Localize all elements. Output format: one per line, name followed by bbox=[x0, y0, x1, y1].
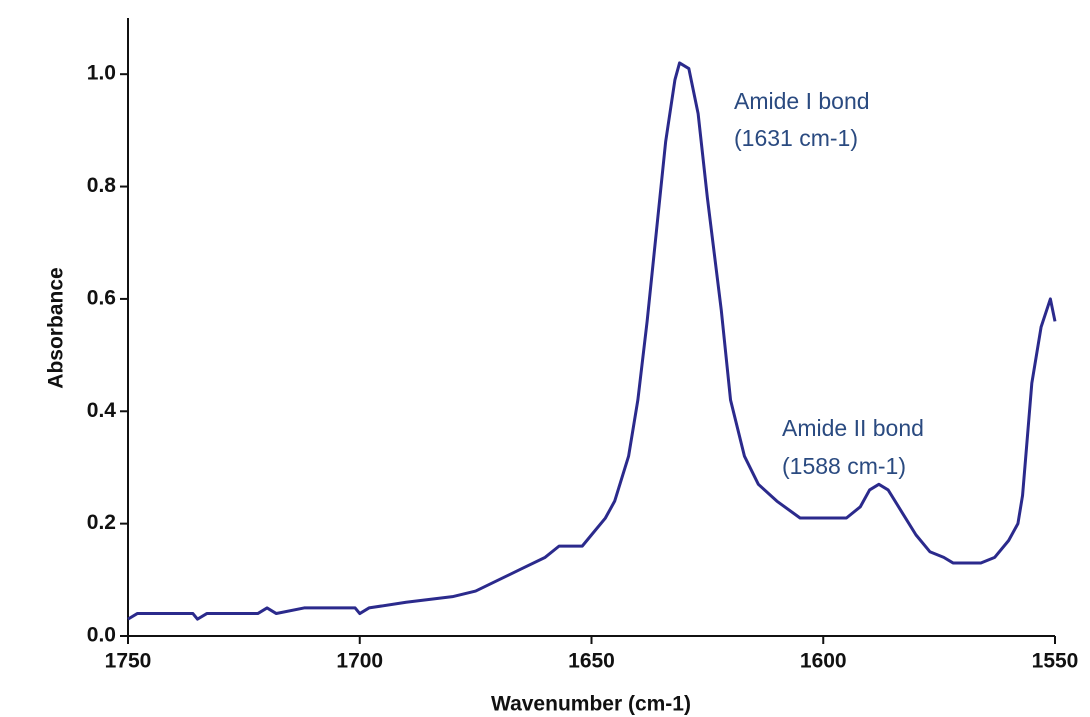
annotation: Amide II bond bbox=[782, 415, 924, 441]
x-tick-label: 1650 bbox=[568, 650, 615, 673]
y-tick-label: 0.4 bbox=[87, 399, 117, 422]
data-line bbox=[127, 61, 1057, 621]
annotation: (1631 cm-1) bbox=[734, 125, 858, 151]
x-axis-label: Wavenumber (cm-1) bbox=[491, 693, 691, 716]
y-axis-label: Absorbance bbox=[45, 267, 68, 388]
annotation: (1588 cm-1) bbox=[782, 453, 906, 479]
y-tick-label: 1.0 bbox=[87, 62, 116, 85]
annotation: Amide I bond bbox=[734, 88, 870, 114]
x-tick-label: 1750 bbox=[105, 650, 152, 673]
x-tick-label: 1600 bbox=[800, 650, 847, 673]
y-tick-label: 0.0 bbox=[87, 624, 116, 647]
y-tick-label: 0.8 bbox=[87, 174, 117, 197]
y-tick-label: 0.6 bbox=[87, 286, 116, 309]
x-tick-label: 1550 bbox=[1032, 650, 1079, 673]
x-tick-label: 1700 bbox=[336, 650, 383, 673]
y-tick-label: 0.2 bbox=[87, 511, 116, 534]
